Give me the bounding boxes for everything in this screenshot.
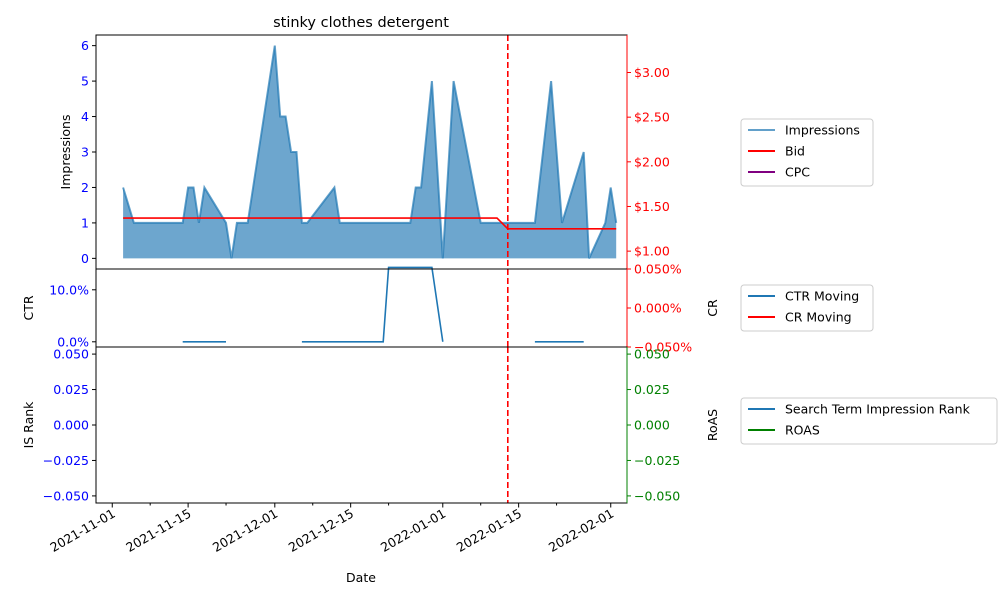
right-axis-label: CR (705, 299, 720, 317)
legend-frame (740, 397, 998, 445)
left-axis-label: IS Rank (21, 401, 36, 449)
right-tick-label: $2.50 (634, 110, 670, 125)
left-axis-label: CTR (21, 295, 36, 320)
right-tick-label: −0.050% (634, 340, 692, 355)
right-tick-label: −0.025 (634, 453, 680, 468)
legend-entry: CTR Moving (785, 289, 859, 304)
x-tick-label: 2022-01-01 (378, 506, 448, 555)
panel-frame (95, 268, 628, 348)
left-tick-label: 0.050 (53, 347, 89, 362)
right-axis-label: RoAS (705, 409, 720, 441)
right-tick-label: 0.000 (634, 418, 670, 433)
left-tick-label: 0.000 (53, 418, 89, 433)
x-tick-label: 2021-11-15 (123, 506, 193, 555)
left-tick-label: 1 (81, 215, 89, 230)
panel-impressions: 0 1 2 3 4 5 6 $1.00 $1.50 $2.00 $2.50 $3.00 Impressi… (58, 34, 874, 270)
right-tick-label: 0.000% (634, 301, 682, 316)
chart-title: stinky clothes detergent (273, 15, 449, 31)
left-tick-label: 0.025 (53, 382, 89, 397)
panel-frame (95, 346, 628, 504)
left-tick-label: 4 (81, 109, 89, 124)
legend-entry: CR Moving (785, 310, 852, 325)
x-tick-label: 2022-01-15 (454, 506, 524, 555)
legend: Search Term Impression Rank ROAS (740, 397, 998, 445)
left-tick-label: 5 (81, 74, 89, 89)
left-tick-label: 2 (81, 180, 89, 195)
left-tick-label: 6 (81, 38, 89, 53)
right-tick-label: 0.050 (634, 347, 670, 362)
left-tick-label: 0.0% (57, 334, 89, 349)
legend: CTR Moving CR Moving (740, 284, 874, 332)
legend-entry: CPC (785, 165, 810, 180)
x-axis: 2021-11-01 2021-11-15 2021-12-01 2021-12-15… (47, 503, 616, 555)
x-tick-label: 2021-11-01 (47, 506, 117, 555)
right-tick-label: −0.050 (634, 488, 680, 503)
panel-is_rank: −0.050 −0.025 0.000 0.025 0.050 −0.050 −0.025 0… (21, 346, 998, 504)
x-tick-label: 2022-02-01 (546, 506, 616, 555)
left-tick-label: −0.050 (43, 488, 89, 503)
legend-entry: Bid (785, 144, 805, 159)
x-axis-label: Date (346, 570, 376, 585)
legend-entry: Search Term Impression Rank (785, 402, 971, 417)
right-tick-label: 0.025 (634, 382, 670, 397)
series-line-impressions (122, 45, 618, 259)
right-tick-label: $2.00 (634, 154, 670, 169)
legend: Impressions Bid CPC (740, 118, 874, 187)
legend-entry: ROAS (785, 423, 820, 438)
left-tick-label: 3 (81, 145, 89, 160)
legend-frame (740, 118, 874, 187)
right-tick-label: $3.00 (634, 65, 670, 80)
right-tick-label: $1.00 (634, 244, 670, 259)
series-area-impressions (123, 45, 617, 259)
left-tick-label: 0 (81, 251, 89, 266)
right-tick-label: $1.50 (634, 199, 670, 214)
x-tick-label: 2021-12-15 (286, 506, 356, 555)
left-tick-label: −0.025 (43, 453, 89, 468)
series-line-bid (123, 217, 617, 230)
panel-ctr: 0.0% 10.0% −0.050% 0.000% 0.050% CTR CR CTR Mov… (21, 262, 874, 355)
left-axis-label: Impressions (58, 115, 73, 190)
series-segment-1 (301, 266, 444, 343)
left-tick-label: 10.0% (49, 282, 89, 297)
legend-entry: Impressions (785, 123, 860, 138)
right-tick-label: 0.050% (634, 262, 682, 277)
x-tick-label: 2021-12-01 (210, 506, 280, 555)
